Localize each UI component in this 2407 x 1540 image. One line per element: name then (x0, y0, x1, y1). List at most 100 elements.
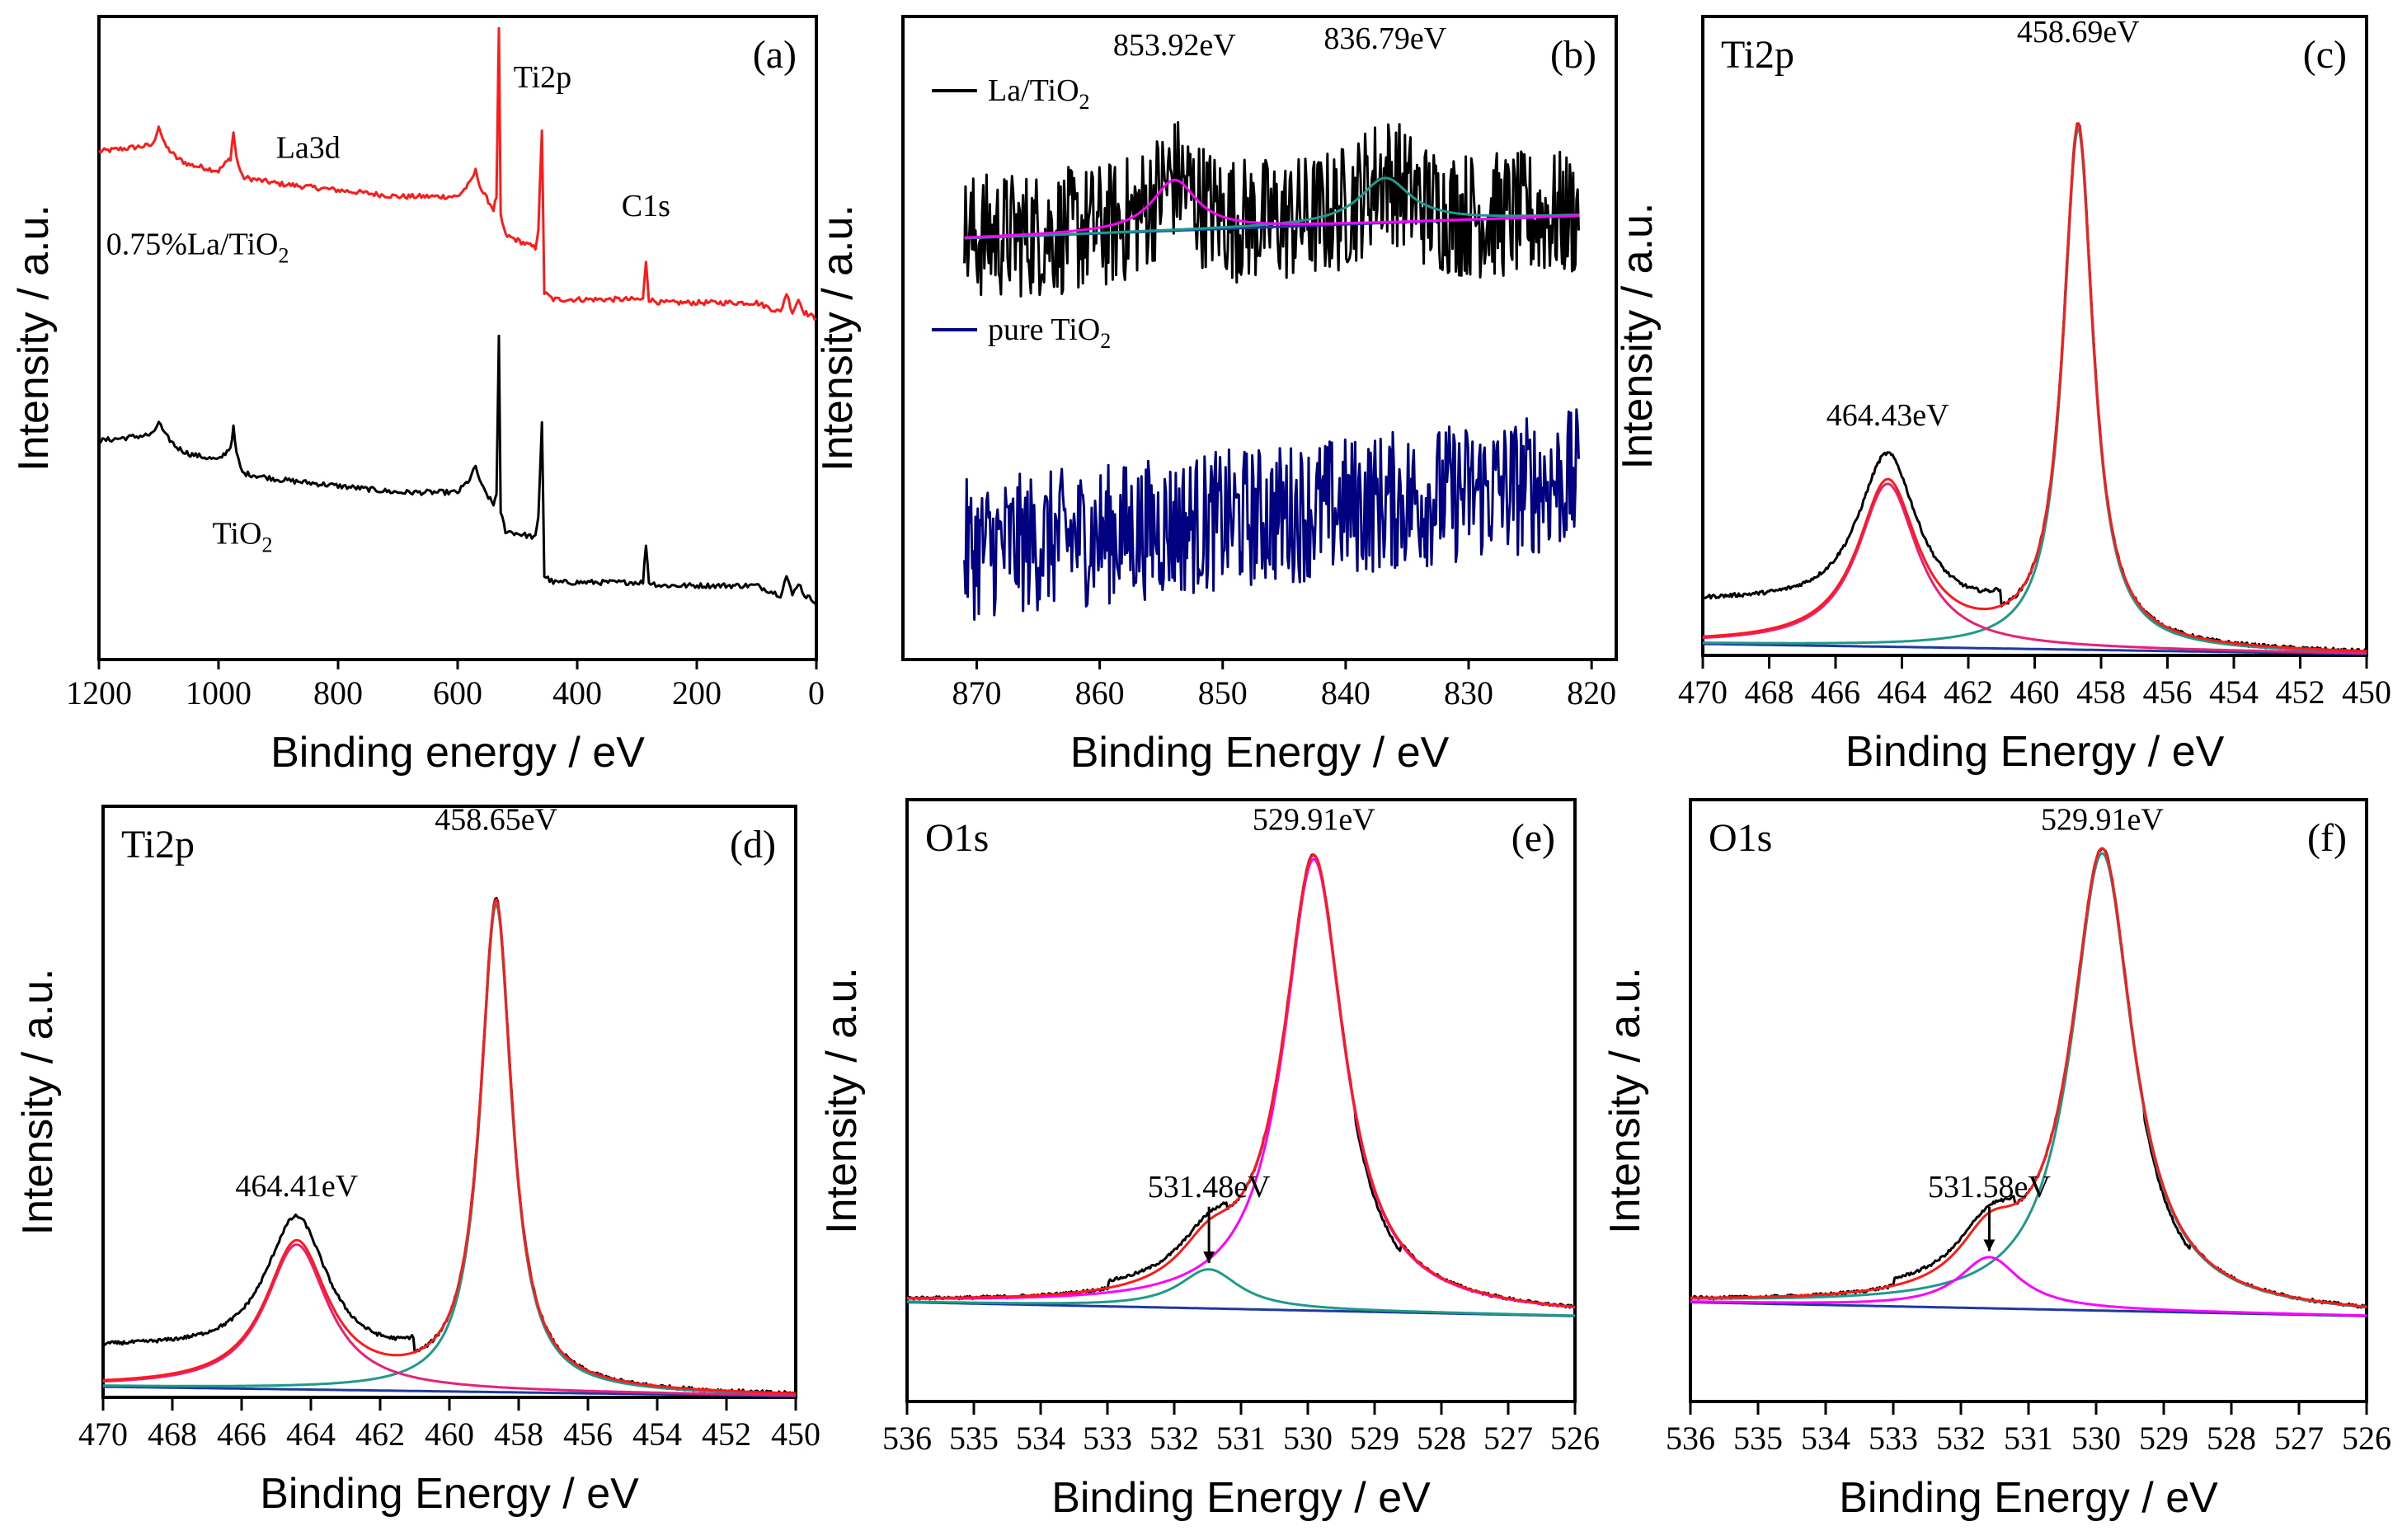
plot-frame (905, 798, 1577, 1403)
x-tick-label: 840 (1321, 674, 1370, 711)
y-axis-label: Intensity / a.u. (1601, 967, 1649, 1234)
fit-component (1703, 128, 2367, 654)
panel-title: O1s (1709, 816, 1772, 860)
x-tick-label: 456 (2143, 674, 2193, 711)
measured-spectrum (906, 853, 1576, 1309)
x-axis-label: Binding Energy / eV (260, 1470, 639, 1518)
peak-annotation: 531.48eV (1148, 1170, 1271, 1204)
x-tick-label: 454 (632, 1416, 682, 1453)
x-tick-label: 860 (1075, 674, 1125, 711)
x-tick-label: 452 (702, 1416, 751, 1453)
x-tick-label: 468 (148, 1416, 197, 1453)
y-axis-label: Intensity / a.u. (814, 204, 862, 472)
peak-annotation: 853.92eV (1113, 28, 1236, 63)
x-tick-label: 470 (78, 1416, 128, 1453)
panel-title: O1s (925, 816, 989, 860)
x-tick-label: 531 (2004, 1420, 2053, 1457)
y-axis-label: Intensity / a.u. (10, 204, 58, 472)
panel-label: (a) (753, 33, 797, 77)
x-tick-label: 536 (1666, 1420, 1715, 1457)
x-tick-label: 820 (1567, 674, 1616, 711)
x-tick-label: 526 (1550, 1420, 1600, 1457)
fit-component (103, 903, 797, 1396)
x-axis-label: Binding Energy / eV (1051, 1474, 1431, 1522)
plot-frame (901, 15, 1618, 661)
series-tio2 (98, 334, 818, 605)
fit-component (103, 1243, 796, 1397)
subscript: 2 (1079, 90, 1090, 114)
x-tick-label: 850 (1198, 674, 1248, 711)
x-tick-label: 452 (2276, 674, 2325, 711)
x-axis-label: Binding Energy / eV (1070, 729, 1450, 777)
x-tick-label: 450 (771, 1416, 820, 1453)
annotation: La3d (276, 131, 341, 166)
panel-d: 470 468 466 464 462 460 458 456 454 452 450 Binding… (14, 803, 820, 1518)
x-tick-label: 527 (1483, 1420, 1533, 1457)
annotation: TiO2 (213, 517, 273, 557)
fit-component (907, 857, 1576, 1309)
annotation: 0.75%La/TiO2 (106, 228, 289, 268)
x-tick-label: 464 (1878, 674, 1927, 711)
subscript: 2 (1100, 329, 1111, 353)
fit-envelope (1690, 847, 2367, 1308)
annotation: O1s (474, 0, 524, 5)
subscript: 2 (261, 533, 272, 557)
x-tick-label: 800 (313, 674, 363, 711)
x-axis-label: Binding Energy / eV (1845, 728, 2225, 776)
legend-label: La/TiO2 (988, 73, 1090, 114)
peak-annotation: 458.65eV (435, 803, 557, 838)
x-tick-label: 200 (672, 674, 722, 711)
x-tick-label: 454 (2209, 674, 2259, 711)
plot-frame (101, 805, 797, 1399)
panel-b: 870 860 850 840 830 820 Binding Energy / eV Int… (814, 15, 1618, 777)
x-tick-label: 530 (2071, 1420, 2121, 1457)
fit-envelope (907, 853, 1576, 1308)
x-tick-label: 0 (808, 674, 825, 711)
panel-label: (b) (1550, 33, 1596, 77)
x-tick-label: 458 (494, 1416, 543, 1453)
y-axis-label: Intensity / a.u. (1614, 203, 1662, 470)
series-pure-tio2 (963, 408, 1580, 621)
panel-label: (f) (2307, 816, 2347, 860)
panel-a: 1200 1000 800 600 400 200 0 Binding energy / eV… (10, 0, 825, 777)
y-axis-label: Intensity / a.u. (818, 967, 866, 1234)
series-la-tio2 (97, 26, 817, 321)
x-tick-label: 460 (425, 1416, 474, 1453)
x-tick-label: 466 (1811, 674, 1860, 711)
x-tick-label: 1200 (66, 674, 132, 711)
x-tick-label: 534 (1801, 1420, 1850, 1457)
x-tick-label: 532 (1149, 1420, 1199, 1457)
plot-frame (1689, 798, 2368, 1403)
x-tick-label: 470 (1678, 674, 1728, 711)
x-tick-label: 462 (1944, 674, 1993, 711)
x-tick-label: 536 (882, 1420, 932, 1457)
panel-c: 470 468 466 464 462 460 458 456 454 452 450 Binding… (1614, 15, 2391, 776)
annotation: C1s (622, 189, 670, 223)
plot-frame (97, 15, 818, 661)
panel-label: (e) (1511, 816, 1555, 860)
x-tick-label: 460 (2010, 674, 2060, 711)
x-tick-label: 528 (2207, 1420, 2256, 1457)
arrow-head (1203, 1251, 1215, 1264)
panel-label: (c) (2303, 33, 2347, 77)
x-tick-label: 466 (217, 1416, 266, 1453)
x-axis-label: Binding Energy / eV (1839, 1474, 2218, 1522)
series-la-tio2 (963, 120, 1580, 298)
x-tick-label: 400 (552, 674, 602, 711)
x-tick-label: 530 (1283, 1420, 1333, 1457)
panel-label: (d) (730, 823, 776, 866)
x-tick-label: 458 (2076, 674, 2126, 711)
peak-annotation: 836.79eV (1323, 21, 1446, 56)
fit-component (1690, 1256, 2367, 1317)
fit-component (1703, 482, 2367, 655)
x-tick-label: 450 (2342, 674, 2391, 711)
x-tick-label: 456 (563, 1416, 613, 1453)
annotation: Ti2p (514, 60, 571, 95)
peak-annotation: 531.58eV (1928, 1170, 2051, 1204)
panel-f: 536 535 534 533 532 531 530 529 528 527 526 Binding… (1601, 798, 2391, 1522)
peak-annotation: 458.69eV (2017, 15, 2140, 49)
legend: La/TiO2 pure TiO2 (932, 73, 1111, 353)
peak-annotation: 529.91eV (1253, 803, 1375, 838)
x-tick-label: 529 (2139, 1420, 2188, 1457)
